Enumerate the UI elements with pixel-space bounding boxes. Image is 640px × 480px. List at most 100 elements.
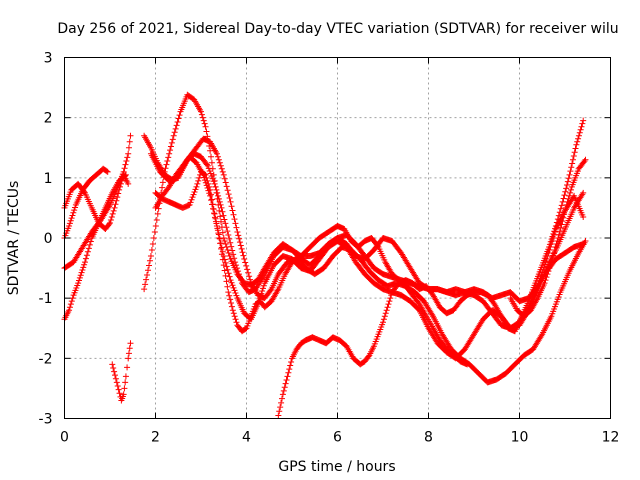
- data-point: [196, 174, 203, 181]
- data-point: [552, 225, 559, 232]
- data-point: [194, 180, 201, 187]
- data-point: [66, 222, 73, 229]
- data-point: [259, 285, 266, 292]
- data-point: [228, 203, 235, 210]
- data-point: [565, 195, 572, 202]
- data-point: [219, 208, 226, 215]
- data-point: [176, 112, 183, 119]
- data-point: [216, 207, 223, 214]
- data-point: [380, 319, 386, 326]
- data-point: [66, 304, 73, 311]
- data-point: [549, 233, 556, 240]
- data-point: [247, 276, 254, 283]
- data-point: [122, 171, 129, 178]
- data-point: [567, 189, 574, 196]
- data-point: [147, 253, 154, 260]
- data-point: [225, 250, 232, 257]
- data-point: [232, 316, 239, 323]
- data-point: [148, 247, 155, 254]
- data-point: [237, 242, 244, 249]
- data-point: [558, 221, 565, 228]
- data-point: [552, 244, 559, 251]
- data-point: [201, 171, 208, 178]
- data-point: [282, 380, 289, 387]
- data-point: [228, 299, 235, 306]
- data-point: [146, 257, 153, 264]
- data-point: [550, 250, 557, 257]
- data-point: [237, 277, 244, 284]
- data-point: [221, 175, 228, 182]
- data-point: [151, 228, 158, 235]
- data-point: [570, 153, 577, 160]
- data-point: [236, 235, 243, 242]
- data-point: [113, 379, 120, 386]
- data-point: [575, 135, 582, 142]
- data-point: [224, 228, 231, 235]
- data-point: [203, 161, 210, 168]
- x-tick-label: 0: [60, 430, 69, 446]
- data-point: [559, 218, 566, 225]
- data-point: [278, 399, 285, 406]
- data-point: [225, 270, 232, 277]
- data-point: [227, 277, 234, 284]
- data-point: [235, 268, 242, 275]
- series-track-8: [147, 135, 589, 386]
- data-point: [126, 138, 133, 145]
- data-point: [242, 325, 249, 332]
- data-point: [580, 189, 587, 196]
- data-point: [561, 192, 568, 199]
- data-point: [202, 123, 209, 130]
- data-point: [166, 150, 173, 157]
- data-point: [259, 288, 266, 295]
- data-point: [384, 304, 391, 311]
- data-point: [576, 129, 583, 136]
- data-point: [213, 220, 220, 227]
- data-point: [287, 362, 294, 369]
- data-point: [547, 238, 554, 245]
- data-point: [112, 201, 119, 208]
- data-point: [546, 241, 553, 248]
- y-tick-label: -2: [39, 351, 53, 367]
- x-tick-label: 4: [242, 430, 251, 446]
- data-point: [229, 247, 236, 254]
- data-point: [80, 264, 87, 271]
- data-point: [228, 279, 235, 286]
- data-point: [285, 369, 292, 376]
- data-point: [216, 159, 223, 166]
- data-point: [383, 307, 390, 314]
- data-point: [212, 183, 219, 190]
- data-point: [110, 207, 117, 214]
- data-point: [560, 214, 567, 221]
- data-point: [200, 117, 207, 124]
- data-point: [550, 230, 557, 237]
- data-point: [217, 162, 224, 169]
- data-point: [241, 256, 248, 263]
- data-point: [545, 268, 552, 275]
- data-point: [75, 280, 82, 287]
- data-point: [68, 298, 75, 305]
- data-point: [198, 108, 204, 115]
- data-point: [381, 313, 388, 320]
- data-point: [566, 171, 573, 178]
- data-point: [152, 222, 159, 229]
- data-point: [547, 262, 554, 269]
- data-point: [121, 165, 128, 172]
- data-point: [386, 298, 393, 305]
- data-point: [208, 159, 215, 166]
- data-point: [192, 186, 199, 193]
- data-point: [564, 178, 571, 185]
- data-point: [225, 191, 232, 198]
- data-point: [199, 114, 206, 121]
- data-point: [385, 301, 392, 308]
- data-point: [122, 172, 129, 179]
- data-point: [217, 201, 224, 208]
- data-point: [382, 310, 389, 317]
- data-point: [365, 353, 372, 360]
- data-point: [217, 213, 224, 220]
- data-point: [213, 186, 220, 193]
- data-point: [224, 187, 231, 194]
- data-point: [127, 340, 134, 347]
- x-tick-label: 6: [333, 430, 342, 446]
- data-point: [551, 247, 558, 254]
- data-point: [206, 183, 213, 190]
